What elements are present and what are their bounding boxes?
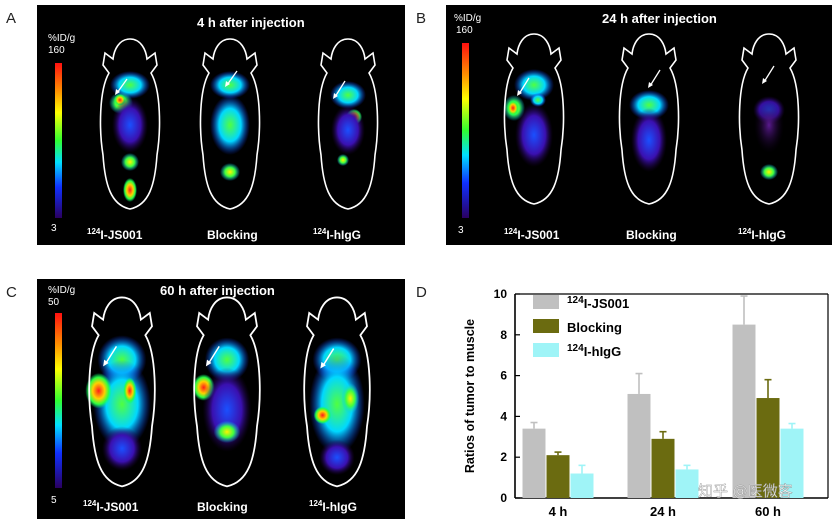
- ratio-bar-chart: 0 2 4 6 8 10 Ratios of tumor to muscle 4 h 24 h 6…: [463, 287, 829, 519]
- pet-panel-24h: 24 h after injection %ID/g 160 3 124I-JS…: [446, 5, 832, 245]
- scale-unit: %ID/g: [48, 33, 76, 44]
- y-tick-label: 2: [500, 450, 507, 464]
- panel-title: 24 h after injection: [602, 11, 717, 26]
- mouse-image-higg: [317, 38, 379, 210]
- color-scale-bar: [462, 43, 469, 218]
- scale-unit: %ID/g: [454, 13, 482, 24]
- bar-i-js001-4h: [522, 428, 546, 498]
- mouse-image-higg: [303, 296, 371, 488]
- y-tick-label: 4: [500, 409, 507, 423]
- legend-label: Blocking: [567, 320, 622, 335]
- scale-min: 5: [51, 495, 57, 506]
- legend-label: 124I-hIgG: [567, 343, 621, 359]
- y-tick-label: 0: [500, 491, 507, 505]
- scale-min: 3: [51, 223, 57, 234]
- mouse-image-blocking: [199, 38, 261, 210]
- panel-d-letter: D: [416, 284, 427, 301]
- panel-b-letter: B: [416, 10, 427, 27]
- bar-i-higg-60h: [780, 428, 804, 498]
- panel-title: 60 h after injection: [160, 283, 275, 298]
- mouse-label-js001: 124I-JS001: [87, 227, 143, 242]
- scale-max: 160: [456, 25, 473, 36]
- bar-i-js001-24h: [627, 393, 651, 498]
- y-tick-label: 8: [500, 328, 507, 342]
- mouse-label-blocking: Blocking: [626, 228, 677, 242]
- mouse-image-js001: [503, 33, 565, 205]
- color-scale-bar: [55, 63, 62, 218]
- bar-i-higg-24h: [675, 469, 699, 498]
- pet-panel-4h: 4 h after injection %ID/g 160 3 124I-JS0…: [37, 5, 405, 245]
- x-tick-label: 24 h: [650, 504, 676, 519]
- x-tick-label: 4 h: [549, 504, 568, 519]
- legend-swatch: [533, 295, 559, 309]
- mouse-image-js001: [85, 296, 156, 488]
- bar-i-higg-4h: [570, 473, 594, 498]
- scale-max: 160: [48, 45, 65, 56]
- mouse-label-higg: 124I-hIgG: [313, 227, 362, 242]
- legend-label: 124I-JS001: [567, 295, 629, 311]
- pet-panel-60h: 60 h after injection %ID/g 50 5 124I-JS0…: [37, 279, 405, 519]
- mouse-label-higg: 124I-hIgG: [309, 499, 358, 514]
- mouse-label-higg: 124I-hIgG: [738, 227, 787, 242]
- panel-title: 4 h after injection: [197, 15, 305, 30]
- scale-unit: %ID/g: [48, 285, 76, 296]
- scale-max: 50: [48, 297, 60, 308]
- y-tick-label: 6: [500, 369, 507, 383]
- legend-swatch: [533, 343, 559, 357]
- mouse-label-blocking: Blocking: [197, 500, 248, 514]
- bar-blocking-4h: [546, 455, 570, 498]
- mouse-image-higg: [738, 33, 800, 205]
- legend-swatch: [533, 319, 559, 333]
- bar-blocking-24h: [651, 438, 675, 498]
- mouse-label-blocking: Blocking: [207, 228, 258, 242]
- bar-blocking-60h: [756, 398, 780, 498]
- mouse-image-blocking: [192, 296, 261, 488]
- mouse-image-js001: [99, 38, 161, 210]
- mouse-label-js001: 124I-JS001: [83, 499, 139, 514]
- y-axis-label: Ratios of tumor to muscle: [463, 319, 477, 473]
- scale-min: 3: [458, 225, 464, 236]
- color-scale-bar: [55, 313, 62, 488]
- watermark-text: 知乎 @医微客: [698, 482, 793, 500]
- panel-a-letter: A: [6, 10, 17, 27]
- x-tick-label: 60 h: [755, 504, 781, 519]
- y-tick-label: 10: [494, 287, 508, 301]
- mouse-image-blocking: [618, 33, 680, 205]
- bar-i-js001-60h: [732, 324, 756, 498]
- mouse-label-js001: 124I-JS001: [504, 227, 560, 242]
- panel-c-letter: C: [6, 284, 17, 301]
